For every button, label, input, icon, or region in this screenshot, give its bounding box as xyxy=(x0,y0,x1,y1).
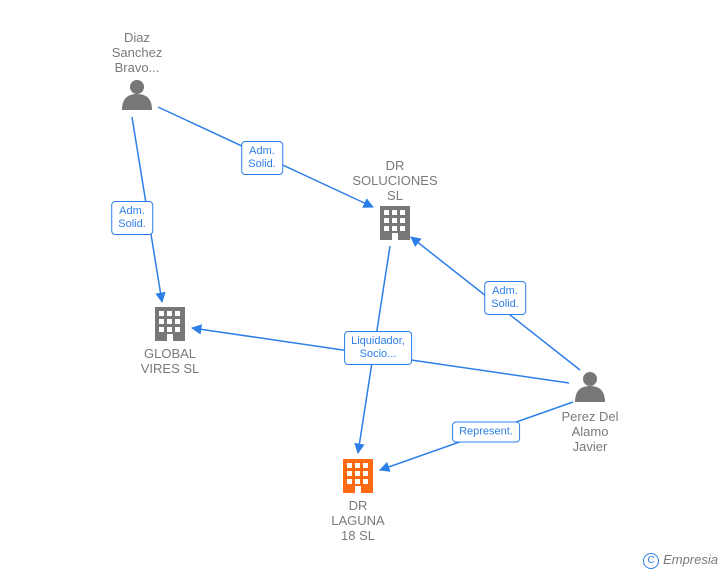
node-label-laguna: DR LAGUNA 18 SL xyxy=(331,498,384,543)
node-label-diaz: Diaz Sanchez Bravo... xyxy=(112,30,163,75)
footer-copyright: C Empresia xyxy=(643,552,718,569)
person-icon-diaz[interactable] xyxy=(122,80,152,110)
edge-label-perez-drsol: Adm. Solid. xyxy=(484,281,526,315)
building-icon-drsol[interactable] xyxy=(380,206,410,240)
building-icon-global[interactable] xyxy=(155,307,185,341)
edge-label-perez-laguna: Represent. xyxy=(452,422,520,443)
footer-text: Empresia xyxy=(663,552,718,567)
graph-nodes-layer xyxy=(0,0,728,575)
edge-label-diaz-drsol: Adm. Solid. xyxy=(241,141,283,175)
building-icon-laguna[interactable] xyxy=(343,459,373,493)
edge-label-diaz-global: Adm. Solid. xyxy=(111,201,153,235)
node-label-global: GLOBAL VIRES SL xyxy=(141,346,200,376)
person-icon-perez[interactable] xyxy=(575,372,605,402)
copyright-icon: C xyxy=(643,553,659,569)
node-label-perez: Perez Del Alamo Javier xyxy=(561,409,618,454)
node-label-drsol: DR SOLUCIONES SL xyxy=(352,158,437,203)
edge-label-drsol-laguna: Liquidador, Socio... xyxy=(344,331,412,365)
